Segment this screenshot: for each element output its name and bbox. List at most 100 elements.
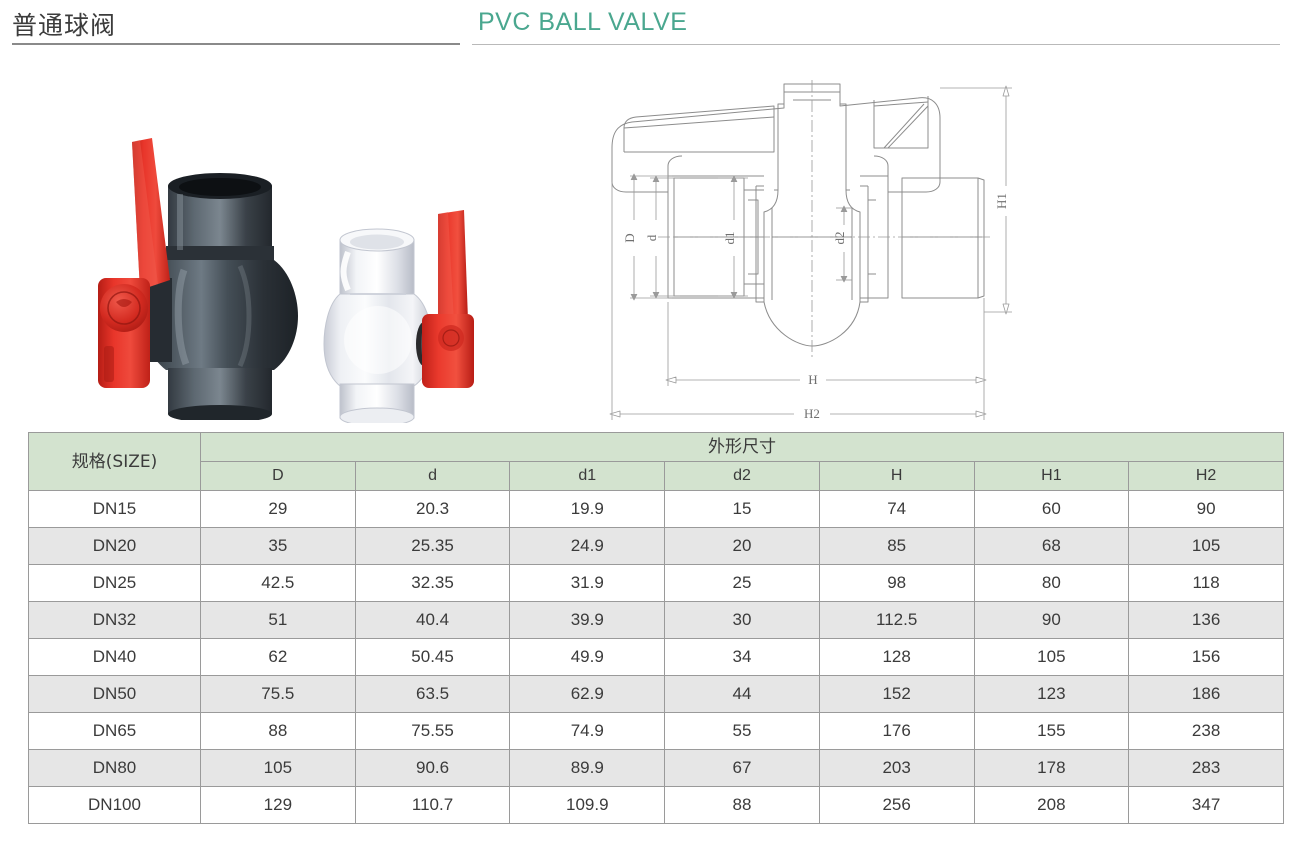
cell-size: DN15	[28, 490, 201, 528]
product-photos	[60, 110, 540, 430]
cell-D: 42.5	[200, 564, 356, 602]
cell-H1: 208	[973, 786, 1130, 824]
cell-d: 20.3	[354, 490, 511, 528]
spec-table-container: 规格(SIZE) 外形尺寸 D d d1 d2 H H1 H2 DN15 29 20…	[28, 432, 1284, 824]
cell-d2: 15	[664, 490, 820, 528]
cell-d1: 24.9	[509, 527, 666, 565]
table-row: DN40 62 50.45 49.9 34 128 105 156	[28, 638, 1284, 676]
cell-H: 74	[818, 490, 975, 528]
cell-d1: 19.9	[509, 490, 666, 528]
column-header-d: d	[354, 461, 511, 491]
cell-H: 203	[818, 749, 975, 787]
table-row: DN50 75.5 63.5 62.9 44 152 123 186	[28, 675, 1284, 713]
cell-d: 110.7	[354, 786, 511, 824]
cell-D: 29	[200, 490, 356, 528]
dimension-label-d1: d1	[722, 232, 737, 245]
cell-size: DN50	[28, 675, 201, 713]
cell-D: 51	[200, 601, 356, 639]
cell-d: 75.55	[354, 712, 511, 750]
cell-H2: 136	[1128, 601, 1284, 639]
cell-size: DN40	[28, 638, 201, 676]
column-header-d1: d1	[509, 461, 666, 491]
cell-d2: 20	[664, 527, 820, 565]
product-photo-dark-valve	[98, 138, 298, 420]
table-row: DN80 105 90.6 89.9 67 203 178 283	[28, 749, 1284, 787]
cell-D: 35	[200, 527, 356, 565]
product-photo-clear-valve	[323, 210, 474, 423]
cell-H: 112.5	[818, 601, 975, 639]
cell-d1: 109.9	[509, 786, 666, 824]
column-header-size: 规格(SIZE)	[28, 432, 201, 491]
cell-d1: 49.9	[509, 638, 666, 676]
cell-d: 40.4	[354, 601, 511, 639]
cell-H1: 90	[973, 601, 1130, 639]
header-row-columns: D d d1 d2 H H1 H2	[29, 461, 1284, 491]
table-row: DN25 42.5 32.35 31.9 25 98 80 118	[28, 564, 1284, 602]
column-header-H2: H2	[1128, 461, 1284, 491]
cell-d: 50.45	[354, 638, 511, 676]
column-header-H: H	[818, 461, 975, 491]
cell-H: 128	[818, 638, 975, 676]
cell-d1: 39.9	[509, 601, 666, 639]
cell-size: DN100	[28, 786, 201, 824]
table-row: DN15 29 20.3 19.9 15 74 60 90	[28, 490, 1284, 528]
cell-d1: 89.9	[509, 749, 666, 787]
cell-d2: 34	[664, 638, 820, 676]
page-title-en: PVC BALL VALVE	[478, 8, 688, 36]
cell-size: DN80	[28, 749, 201, 787]
table-row: DN100 129 110.7 109.9 88 256 208 347	[28, 786, 1284, 824]
cell-d2: 44	[664, 675, 820, 713]
cell-H1: 80	[973, 564, 1130, 602]
cell-H2: 347	[1128, 786, 1284, 824]
cell-H2: 90	[1128, 490, 1284, 528]
cell-d: 25.35	[354, 527, 511, 565]
technical-drawing: D d d1 d2 H1 H H2	[609, 80, 1012, 421]
cell-H: 85	[818, 527, 975, 565]
cell-d2: 55	[664, 712, 820, 750]
cell-size: DN65	[28, 712, 201, 750]
cell-H2: 283	[1128, 749, 1284, 787]
table-row: DN20 35 25.35 24.9 20 85 68 105	[28, 527, 1284, 565]
dimension-label-D: D	[622, 233, 637, 242]
cell-H1: 178	[973, 749, 1130, 787]
cell-d2: 67	[664, 749, 820, 787]
cell-H: 98	[818, 564, 975, 602]
header-rule-right	[472, 44, 1280, 45]
header-rule-left	[12, 43, 460, 45]
cell-H2: 118	[1128, 564, 1284, 602]
cell-d: 63.5	[354, 675, 511, 713]
cell-H: 152	[818, 675, 975, 713]
dimension-label-H1: H1	[994, 193, 1009, 209]
dimension-label-H: H	[808, 372, 817, 387]
column-header-D: D	[200, 461, 356, 491]
dimension-label-d: d	[644, 234, 659, 241]
cell-D: 75.5	[200, 675, 356, 713]
cell-size: DN32	[28, 601, 201, 639]
dimension-label-d2: d2	[832, 232, 847, 245]
cell-H1: 105	[973, 638, 1130, 676]
column-header-group-dimensions: 外形尺寸	[200, 432, 1284, 462]
cell-D: 88	[200, 712, 356, 750]
cell-size: DN25	[28, 564, 201, 602]
cell-D: 62	[200, 638, 356, 676]
cell-D: 129	[200, 786, 356, 824]
page-title-cn: 普通球阀	[12, 11, 117, 40]
column-header-H1: H1	[973, 461, 1130, 491]
table-row: DN32 51 40.4 39.9 30 112.5 90 136	[28, 601, 1284, 639]
cell-H1: 68	[973, 527, 1130, 565]
cell-size: DN20	[28, 527, 201, 565]
cell-H2: 156	[1128, 638, 1284, 676]
cell-H2: 105	[1128, 527, 1284, 565]
cell-d2: 25	[664, 564, 820, 602]
cell-H: 256	[818, 786, 975, 824]
cell-H1: 60	[973, 490, 1130, 528]
dimension-label-H2: H2	[804, 406, 820, 421]
cell-d1: 62.9	[509, 675, 666, 713]
page-header: 普通球阀 PVC BALL VALVE	[0, 0, 1306, 52]
cell-d: 90.6	[354, 749, 511, 787]
spec-table: 规格(SIZE) 外形尺寸 D d d1 d2 H H1 H2 DN15 29 20…	[28, 432, 1284, 824]
cell-H1: 123	[973, 675, 1130, 713]
cell-d2: 30	[664, 601, 820, 639]
cell-H1: 155	[973, 712, 1130, 750]
cell-H: 176	[818, 712, 975, 750]
